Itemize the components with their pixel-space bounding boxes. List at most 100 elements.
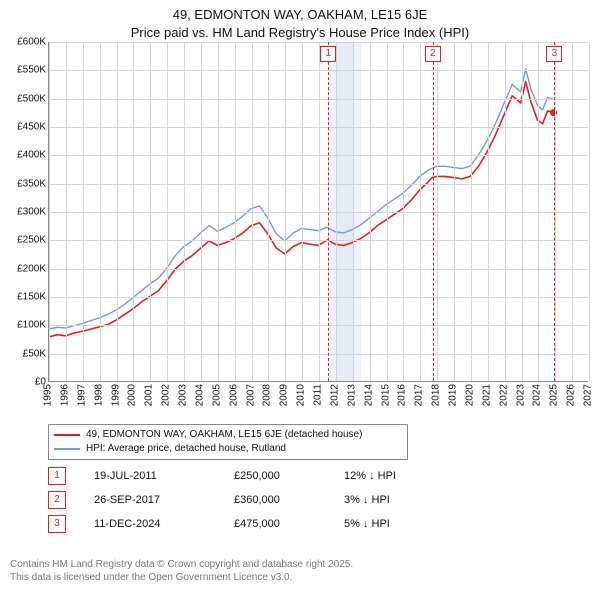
y-tick-label: £450K xyxy=(17,122,46,133)
gridline-vertical xyxy=(572,42,573,381)
sale-index: 1 xyxy=(48,467,66,485)
gridline-vertical xyxy=(454,42,455,381)
x-tick-label: 2019 xyxy=(448,384,459,406)
x-tick-label: 2011 xyxy=(313,384,324,406)
y-tick-label: £150K xyxy=(17,292,46,303)
gridline-vertical xyxy=(235,42,236,381)
event-marker-line xyxy=(433,42,434,381)
x-tick-label: 2021 xyxy=(481,384,492,406)
gridline-vertical xyxy=(538,42,539,381)
gridline-vertical xyxy=(201,42,202,381)
sale-delta: 3% ↓ HPI xyxy=(344,494,498,506)
sale-price: £360,000 xyxy=(234,494,344,506)
x-tick-label: 2024 xyxy=(532,384,543,406)
y-tick-label: £100K xyxy=(17,320,46,331)
gridline-vertical xyxy=(252,42,253,381)
sale-date: 11-DEC-2024 xyxy=(94,518,234,530)
title-line-2: Price paid vs. HM Land Registry's House … xyxy=(0,24,600,42)
x-tick-label: 2006 xyxy=(228,384,239,406)
gridline-vertical xyxy=(184,42,185,381)
gridline-vertical xyxy=(488,42,489,381)
x-tick-label: 2013 xyxy=(346,384,357,406)
y-tick-label: £250K xyxy=(17,235,46,246)
legend: 49, EDMONTON WAY, OAKHAM, LE15 6JE (deta… xyxy=(48,424,408,460)
x-tick-label: 2012 xyxy=(329,384,340,406)
x-tick-label: 2002 xyxy=(161,384,172,406)
y-tick-label: £300K xyxy=(17,207,46,218)
event-marker-label: 2 xyxy=(425,46,441,62)
x-tick-label: 2001 xyxy=(144,384,155,406)
x-tick-label: 2000 xyxy=(127,384,138,406)
gridline-vertical xyxy=(403,42,404,381)
x-tick-label: 2015 xyxy=(380,384,391,406)
sale-delta: 5% ↓ HPI xyxy=(344,518,498,530)
sale-price: £250,000 xyxy=(234,470,344,482)
gridline-vertical xyxy=(285,42,286,381)
y-axis: £0£50K£100K£150K£200K£250K£300K£350K£400… xyxy=(0,42,48,382)
gridline-vertical xyxy=(387,42,388,381)
sale-date: 26-SEP-2017 xyxy=(94,494,234,506)
gridline-vertical xyxy=(150,42,151,381)
gridline-vertical xyxy=(83,42,84,381)
title-line-1: 49, EDMONTON WAY, OAKHAM, LE15 6JE xyxy=(0,6,600,24)
legend-item: 49, EDMONTON WAY, OAKHAM, LE15 6JE (deta… xyxy=(54,428,402,442)
gridline-vertical xyxy=(589,42,590,381)
x-tick-label: 1996 xyxy=(59,384,70,406)
legend-swatch xyxy=(54,434,80,436)
x-tick-label: 2016 xyxy=(397,384,408,406)
event-marker-line xyxy=(328,42,329,381)
chart-title: 49, EDMONTON WAY, OAKHAM, LE15 6JE Price… xyxy=(0,0,600,41)
x-tick-label: 2022 xyxy=(498,384,509,406)
gridline-vertical xyxy=(336,42,337,381)
gridline-vertical xyxy=(218,42,219,381)
gridline-vertical xyxy=(268,42,269,381)
gridline-vertical xyxy=(66,42,67,381)
x-tick-label: 2009 xyxy=(279,384,290,406)
x-tick-label: 2027 xyxy=(583,384,594,406)
gridline-vertical xyxy=(471,42,472,381)
legend-label: HPI: Average price, detached house, Rutl… xyxy=(86,442,286,456)
x-tick-label: 2023 xyxy=(515,384,526,406)
legend-swatch xyxy=(54,448,80,450)
x-tick-label: 2004 xyxy=(194,384,205,406)
event-marker-line xyxy=(554,42,555,381)
chart-container: 49, EDMONTON WAY, OAKHAM, LE15 6JE Price… xyxy=(0,0,600,590)
sale-delta: 12% ↓ HPI xyxy=(344,470,498,482)
footer-line-1: Contains HM Land Registry data © Crown c… xyxy=(10,558,353,571)
x-tick-label: 2020 xyxy=(464,384,475,406)
gridline-vertical xyxy=(133,42,134,381)
gridline-vertical xyxy=(522,42,523,381)
y-tick-label: £550K xyxy=(17,65,46,76)
sale-index: 2 xyxy=(48,491,66,509)
sale-row: 3 11-DEC-2024£475,0005% ↓ HPI xyxy=(48,512,498,536)
x-tick-label: 2018 xyxy=(431,384,442,406)
x-tick-label: 2014 xyxy=(363,384,374,406)
event-marker-label: 3 xyxy=(546,46,562,62)
gridline-vertical xyxy=(420,42,421,381)
gridline-vertical xyxy=(100,42,101,381)
x-tick-label: 1997 xyxy=(76,384,87,406)
x-tick-label: 2007 xyxy=(245,384,256,406)
gridline-vertical xyxy=(353,42,354,381)
y-tick-label: £50K xyxy=(23,348,46,359)
y-tick-label: £400K xyxy=(17,150,46,161)
x-tick-label: 2010 xyxy=(296,384,307,406)
x-tick-label: 1995 xyxy=(43,384,54,406)
sale-price: £475,000 xyxy=(234,518,344,530)
chart-area: £0£50K£100K£150K£200K£250K£300K£350K£400… xyxy=(0,42,600,422)
y-tick-label: £200K xyxy=(17,263,46,274)
x-tick-label: 2017 xyxy=(414,384,425,406)
x-tick-label: 2008 xyxy=(262,384,273,406)
legend-label: 49, EDMONTON WAY, OAKHAM, LE15 6JE (deta… xyxy=(86,428,362,442)
x-tick-label: 1998 xyxy=(93,384,104,406)
footer-line-2: This data is licensed under the Open Gov… xyxy=(10,571,353,584)
legend-item: HPI: Average price, detached house, Rutl… xyxy=(54,442,402,456)
x-axis: 1995199619971998199920002001200220032004… xyxy=(48,382,588,422)
gridline-vertical xyxy=(437,42,438,381)
sale-row: 2 26-SEP-2017£360,0003% ↓ HPI xyxy=(48,488,498,512)
sale-index: 3 xyxy=(48,515,66,533)
x-tick-label: 2026 xyxy=(566,384,577,406)
gridline-vertical xyxy=(49,42,50,381)
event-marker-label: 1 xyxy=(320,46,336,62)
y-tick-label: £500K xyxy=(17,93,46,104)
